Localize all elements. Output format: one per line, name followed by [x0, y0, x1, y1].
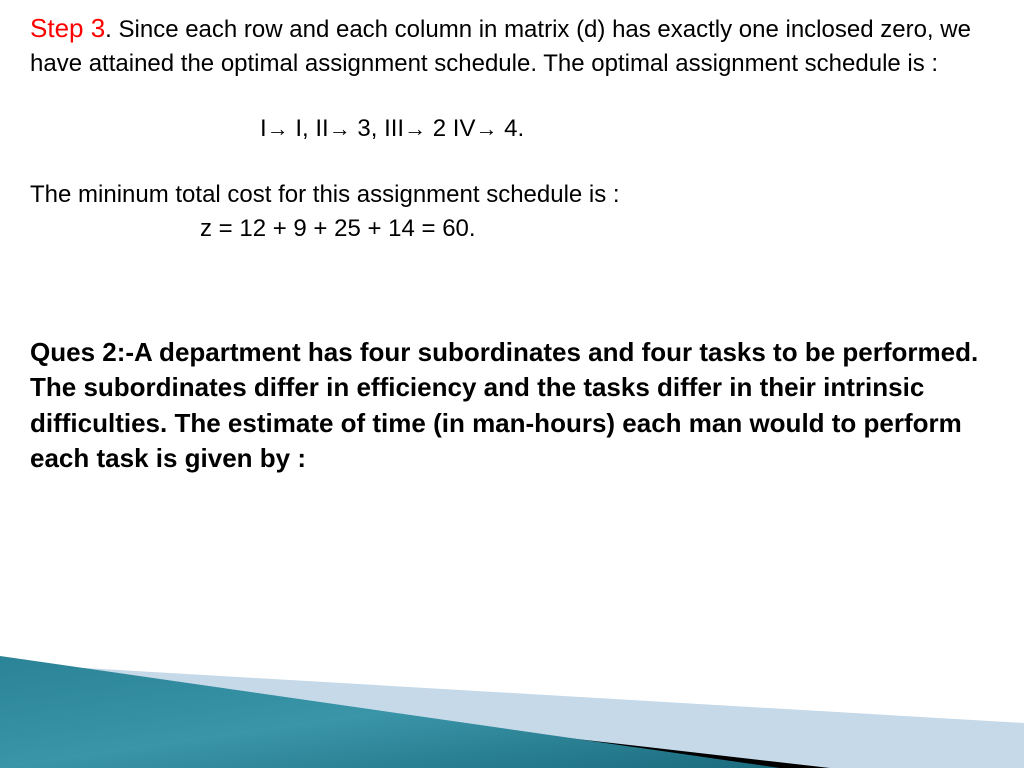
assign-2-to: 3	[357, 115, 370, 142]
step-label: Step 3	[30, 13, 105, 43]
arrow-icon: →	[329, 116, 351, 141]
step-text: . Since each row and each column in matr…	[30, 16, 971, 77]
assign-3-to: 2	[433, 115, 446, 142]
assign-4-to: 4	[504, 115, 517, 142]
arrow-icon: →	[404, 116, 426, 141]
arrow-icon: →	[267, 116, 289, 141]
slide-decoration	[0, 608, 1024, 768]
assign-2-from: II	[315, 115, 328, 142]
step-paragraph: Step 3. Since each row and each column i…	[30, 10, 994, 80]
assign-1-from: I	[260, 115, 267, 142]
arrow-icon: →	[475, 116, 497, 141]
min-cost-calc: z = 12 + 9 + 25 + 14 = 60.	[30, 212, 994, 246]
assignment-schedule: I→ I, II→ 3, III→ 2 IV→ 4.	[30, 115, 994, 143]
assign-4-from: IV	[453, 115, 476, 142]
min-cost-section: The mininum total cost for this assignme…	[30, 178, 994, 245]
assign-3-from: III	[384, 115, 404, 142]
min-cost-intro: The mininum total cost for this assignme…	[30, 178, 994, 212]
assign-1-to: I	[295, 115, 302, 142]
question-text: Ques 2:-A department has four subordinat…	[30, 335, 994, 475]
